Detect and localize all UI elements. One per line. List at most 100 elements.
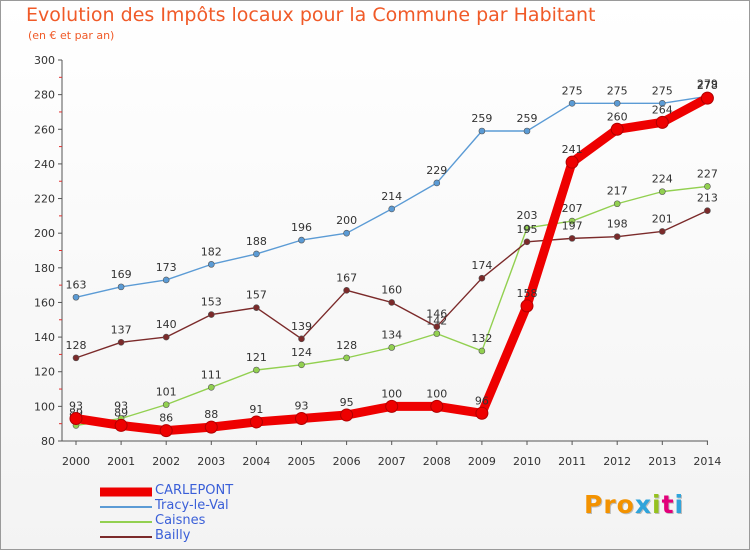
y-tick-label: 100 [34, 400, 55, 413]
data-point [433, 179, 441, 187]
y-tick-label: 280 [34, 89, 55, 102]
data-point [208, 384, 215, 391]
data-label: 241 [562, 143, 583, 156]
data-point [388, 205, 396, 213]
data-point [613, 99, 621, 107]
data-label: 128 [66, 339, 87, 352]
data-point [613, 200, 621, 208]
data-point [610, 122, 624, 136]
data-point [114, 418, 128, 432]
x-tick-label: 2000 [62, 455, 90, 468]
data-point [523, 224, 531, 232]
data-label: 101 [156, 386, 177, 399]
data-point [433, 323, 441, 331]
data-label: 167 [336, 271, 357, 284]
data-point [430, 399, 444, 413]
legend-label: Bailly [155, 528, 191, 543]
data-label: 217 [607, 185, 628, 198]
data-point [162, 401, 170, 408]
y-tick-label: 240 [34, 158, 55, 171]
data-label: 207 [562, 202, 583, 215]
data-label: 214 [381, 190, 402, 203]
data-point [298, 361, 305, 369]
data-label: 91 [249, 403, 263, 416]
data-label: 157 [246, 289, 267, 302]
y-tick-label: 220 [34, 193, 55, 206]
x-tick-label: 2005 [288, 455, 316, 468]
data-label: 201 [652, 212, 673, 225]
data-point [298, 335, 305, 343]
y-tick-label: 180 [34, 262, 55, 275]
data-point [208, 261, 215, 268]
x-tick-label: 2013 [648, 455, 676, 468]
data-label: 195 [517, 223, 538, 236]
data-label: 198 [607, 218, 628, 231]
data-point [72, 354, 80, 362]
data-label: 86 [159, 412, 173, 425]
data-point [658, 228, 666, 235]
x-tick-label: 2001 [107, 455, 135, 468]
data-point [69, 411, 83, 425]
data-point [568, 235, 576, 242]
data-label: 89 [114, 406, 128, 419]
data-label: 188 [246, 235, 267, 248]
data-label: 275 [562, 84, 583, 97]
data-point [565, 155, 579, 169]
data-label: 203 [517, 209, 538, 222]
x-tick-label: 2014 [693, 455, 721, 468]
data-point [253, 250, 260, 258]
data-point [433, 330, 441, 337]
data-label: 213 [697, 192, 718, 205]
data-label: 224 [652, 173, 673, 186]
data-label: 163 [66, 278, 87, 291]
data-point [704, 183, 711, 190]
y-tick-label: 300 [34, 54, 55, 67]
data-point [478, 127, 486, 135]
x-tick-label: 2006 [333, 455, 361, 468]
data-point [478, 274, 486, 282]
data-label: 88 [204, 408, 218, 421]
data-label: 100 [426, 387, 447, 400]
x-tick-label: 2003 [197, 455, 225, 468]
data-label: 169 [111, 268, 132, 281]
data-label: 173 [156, 261, 177, 274]
y-tick-label: 160 [34, 296, 55, 309]
data-point [568, 99, 576, 107]
data-label: 259 [517, 112, 538, 125]
data-point [340, 408, 354, 422]
data-point [385, 399, 399, 413]
chart-subtitle: (en € et par an) [28, 29, 115, 42]
data-point [249, 415, 263, 429]
data-label: 95 [340, 396, 354, 409]
proxiti-logo: Proxiti [584, 490, 685, 519]
x-tick-label: 2011 [558, 455, 586, 468]
data-point [159, 424, 173, 438]
data-label: 111 [201, 368, 222, 381]
data-label: 93 [69, 399, 83, 412]
data-point [117, 283, 125, 291]
data-point [72, 293, 80, 301]
data-label: 128 [336, 339, 357, 352]
data-point [704, 207, 711, 214]
data-label: 200 [336, 214, 357, 227]
data-point [343, 287, 350, 294]
data-point [117, 338, 125, 346]
data-label: 96 [475, 394, 489, 407]
data-point [655, 115, 669, 129]
x-tick-label: 2007 [378, 455, 406, 468]
data-label: 279 [697, 77, 718, 90]
data-point [658, 99, 666, 107]
data-point [478, 347, 486, 355]
data-label: 197 [562, 219, 583, 232]
data-label: 132 [471, 332, 492, 345]
data-point [295, 411, 308, 425]
data-point [475, 406, 489, 420]
data-label: 275 [607, 84, 628, 97]
data-label: 121 [246, 351, 267, 364]
data-label: 93 [114, 399, 128, 412]
data-label: 153 [201, 296, 222, 309]
data-point [658, 188, 666, 195]
data-label: 140 [156, 318, 177, 331]
